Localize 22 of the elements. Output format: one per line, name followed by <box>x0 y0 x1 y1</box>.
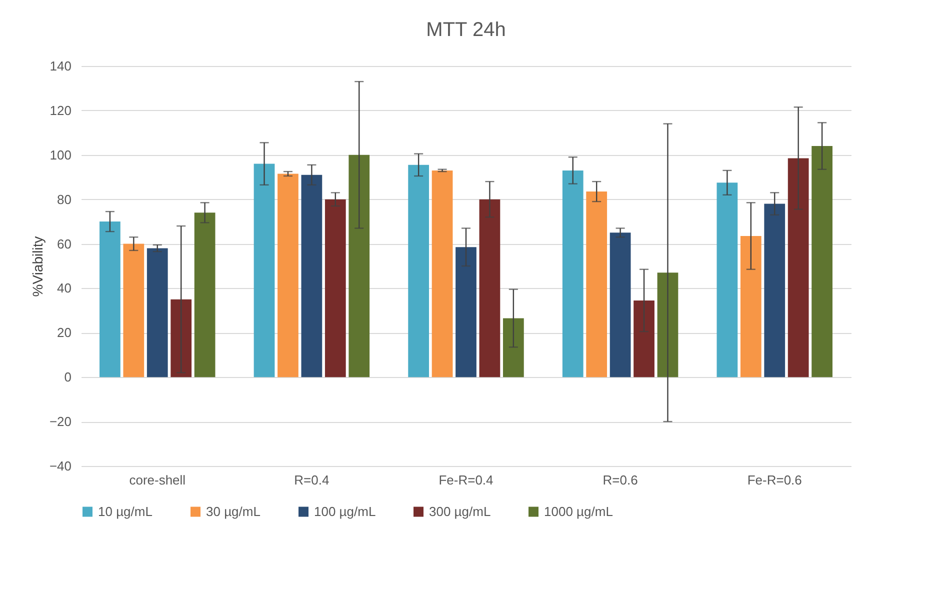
y-tick-label: 0 <box>64 370 72 385</box>
legend-label: 30 µg/mL <box>206 504 260 519</box>
legend-label: 100 µg/mL <box>314 504 376 519</box>
x-tick-label: R=0.6 <box>602 472 638 488</box>
y-tick-label: −40 <box>49 458 72 474</box>
y-tick-label: 140 <box>50 58 72 74</box>
legend-label: 300 µg/mL <box>429 504 491 519</box>
y-tick-label: 80 <box>57 192 72 207</box>
y-tick-label: 100 <box>50 147 72 162</box>
x-tick-label: Fe-R=0.4 <box>438 472 494 488</box>
x-tick-label: core-shell <box>129 472 186 488</box>
x-tick-label: Fe-R=0.6 <box>747 472 802 488</box>
y-tick-label: −20 <box>49 414 72 430</box>
x-tick-label: R=0.4 <box>294 472 330 488</box>
y-axis-title: %Viability <box>29 236 46 297</box>
y-tick-label: 120 <box>50 102 72 118</box>
y-tick-label: 20 <box>57 325 72 340</box>
y-tick-label: 60 <box>57 236 72 252</box>
legend-label: 1000 µg/mL <box>544 504 613 519</box>
y-tick-label: 40 <box>57 280 72 296</box>
chart-title: MTT 24h <box>426 19 506 41</box>
legend-label: 10 µg/mL <box>98 504 152 519</box>
